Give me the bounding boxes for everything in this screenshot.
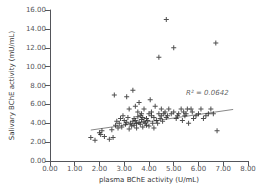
svg-text:6.00: 6.00 [30,100,46,108]
svg-text:8.00: 8.00 [30,82,46,90]
svg-text:0.00: 0.00 [30,157,46,165]
svg-text:2.00: 2.00 [30,138,46,146]
svg-text:16.00: 16.00 [26,6,46,14]
svg-text:6.00: 6.00 [191,165,207,173]
svg-text:5.00: 5.00 [166,165,182,173]
svg-text:3.00: 3.00 [116,165,132,173]
svg-text:1.00: 1.00 [67,165,83,173]
svg-text:12.00: 12.00 [26,44,46,52]
svg-text:2.00: 2.00 [92,165,108,173]
svg-text:7.00: 7.00 [215,165,231,173]
svg-text:0.00: 0.00 [42,165,58,173]
svg-text:4.00: 4.00 [141,165,157,173]
svg-text:4.00: 4.00 [30,119,46,127]
svg-text:R² = 0.0642: R² = 0.0642 [186,89,229,97]
svg-text:Salivary BChE activity (mU/mL): Salivary BChE activity (mU/mL) [8,31,16,141]
svg-text:14.00: 14.00 [26,25,46,33]
svg-text:8.00: 8.00 [240,165,256,173]
svg-text:10.00: 10.00 [26,63,46,71]
svg-text:plasma BChE activity (U/mL): plasma BChE activity (U/mL) [99,176,199,184]
